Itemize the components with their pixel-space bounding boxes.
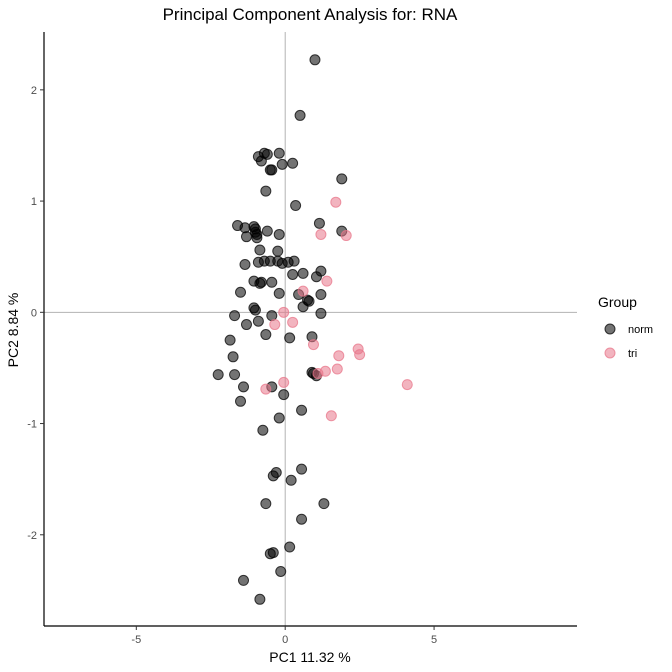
- y-tick-label: -2: [27, 530, 37, 542]
- data-point-tri: [333, 350, 345, 362]
- data-point-tri: [269, 319, 281, 331]
- data-point-norm: [285, 474, 297, 486]
- legend-swatch-tri: [604, 347, 616, 359]
- data-point-norm: [240, 231, 252, 243]
- data-point-tri: [331, 363, 343, 375]
- data-point-tri: [297, 285, 309, 297]
- y-axis-ticks: -2 -1 0 1 2: [27, 85, 44, 542]
- data-point-norm: [212, 369, 224, 381]
- data-point-norm: [267, 470, 279, 482]
- data-point-norm: [238, 381, 250, 393]
- data-point-norm: [254, 244, 266, 256]
- data-point-norm: [260, 498, 272, 510]
- data-point-norm: [288, 255, 300, 267]
- data-point-tri: [340, 230, 352, 242]
- data-point-norm: [297, 301, 309, 313]
- data-point-tri: [287, 316, 299, 328]
- data-points: [212, 54, 413, 605]
- data-point-norm: [229, 369, 241, 381]
- data-point-norm: [235, 395, 247, 407]
- data-point-tri: [330, 196, 342, 208]
- legend-title: Group: [598, 294, 637, 310]
- data-point-norm: [273, 228, 285, 240]
- data-point-norm: [260, 329, 272, 341]
- data-point-norm: [266, 276, 278, 288]
- x-tick-label: -5: [131, 634, 141, 646]
- y-tick-label: 0: [31, 307, 37, 319]
- data-point-tri: [278, 306, 290, 318]
- data-point-tri: [401, 379, 413, 391]
- data-point-tri: [312, 367, 324, 379]
- data-point-norm: [290, 200, 302, 212]
- data-point-norm: [276, 158, 288, 170]
- data-point-norm: [264, 548, 276, 560]
- data-point-norm: [249, 304, 261, 316]
- x-tick-label: 5: [431, 634, 437, 646]
- data-point-norm: [284, 541, 296, 553]
- data-point-norm: [273, 412, 285, 424]
- data-point-norm: [284, 332, 296, 344]
- data-point-norm: [287, 268, 299, 280]
- data-point-norm: [235, 286, 247, 298]
- data-point-norm: [297, 267, 309, 279]
- data-point-norm: [272, 245, 284, 257]
- data-point-norm: [318, 498, 330, 510]
- data-point-norm: [239, 222, 251, 234]
- data-point-norm: [273, 287, 285, 299]
- data-point-norm: [296, 404, 308, 416]
- data-point-tri: [315, 228, 327, 240]
- data-point-norm: [255, 155, 267, 167]
- data-point-norm: [251, 232, 263, 244]
- data-point-norm: [257, 424, 269, 436]
- data-point-norm: [315, 307, 327, 319]
- data-point-norm: [296, 513, 308, 525]
- y-tick-label: -1: [27, 419, 37, 431]
- plot-panel: -5 0 5 -2 -1 0 1 2: [27, 32, 577, 646]
- data-point-norm: [315, 289, 327, 301]
- data-point-norm: [309, 54, 321, 66]
- data-point-tri: [325, 410, 337, 422]
- data-point-norm: [313, 217, 325, 229]
- data-point-norm: [315, 265, 327, 277]
- legend-label-tri: tri: [628, 348, 637, 360]
- data-point-norm: [278, 389, 290, 401]
- data-point-norm: [336, 173, 348, 185]
- x-axis-ticks: -5 0 5: [131, 626, 437, 646]
- data-point-tri: [354, 349, 366, 361]
- data-point-norm: [238, 574, 250, 586]
- x-tick-label: 0: [282, 634, 288, 646]
- y-tick-label: 2: [31, 85, 37, 97]
- legend-label-norm: norm: [628, 324, 653, 336]
- y-tick-label: 1: [31, 196, 37, 208]
- data-point-tri: [278, 376, 290, 388]
- legend-items: norm tri: [604, 323, 653, 360]
- data-point-norm: [275, 565, 287, 577]
- data-point-norm: [252, 315, 264, 327]
- data-point-norm: [273, 147, 285, 159]
- data-point-norm: [254, 593, 266, 605]
- data-point-tri: [307, 339, 319, 351]
- y-axis-title: PC2 8.84 %: [5, 293, 21, 368]
- data-point-norm: [239, 258, 251, 270]
- legend: Group norm tri: [598, 294, 653, 360]
- data-point-norm: [266, 164, 278, 176]
- chart-title: Principal Component Analysis for: RNA: [163, 5, 458, 24]
- data-point-norm: [224, 334, 236, 346]
- data-point-norm: [229, 310, 241, 322]
- data-point-norm: [287, 157, 299, 169]
- data-point-norm: [227, 351, 239, 363]
- x-axis-title: PC1 11.32 %: [269, 649, 350, 665]
- data-point-norm: [240, 319, 252, 331]
- data-point-norm: [296, 463, 308, 475]
- data-point-norm: [294, 109, 306, 121]
- data-point-tri: [260, 383, 272, 395]
- legend-swatch-norm: [604, 323, 616, 335]
- data-point-norm: [260, 185, 272, 197]
- data-point-norm: [254, 277, 266, 289]
- data-point-tri: [321, 275, 333, 287]
- data-point-norm: [261, 225, 273, 237]
